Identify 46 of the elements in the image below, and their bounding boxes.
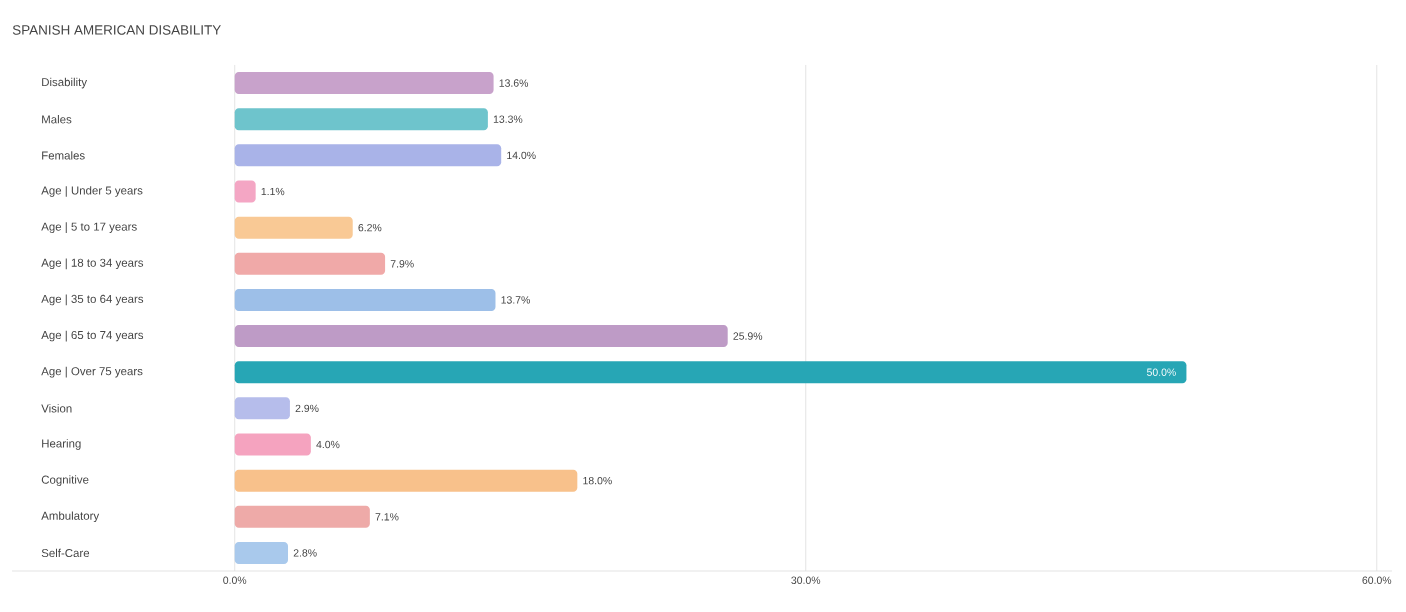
bar [234,505,370,528]
bar [234,72,494,95]
bar [234,469,578,492]
data-label: 7.1% [375,513,399,521]
data-label: 13.7% [501,296,530,304]
data-label: 6.2% [358,223,382,232]
x-tick-label: 0.0% [223,576,247,584]
bar [234,397,290,420]
y-tick-label: Self-Care [41,548,90,558]
data-label: 13.3% [493,115,523,123]
data-label: 7.9% [390,260,414,268]
x-tick-label: 60.0% [1362,576,1392,584]
data-label: 4.0% [316,440,340,449]
bar [234,180,256,203]
y-tick-label: Age | Over 75 years [41,366,143,378]
y-tick-label: Males [42,115,72,124]
y-tick-label: Age | 18 to 34 years [41,258,144,270]
y-tick-label: Cognitive [41,475,89,486]
y-tick-label: Ambulatory [41,511,100,523]
data-label: 13.6% [499,79,529,87]
bar [234,144,502,167]
data-label: 2.9% [295,404,319,413]
x-tick-label: 30.0% [791,576,821,584]
bar [234,252,386,275]
bar [234,541,289,564]
y-tick-label: Age | 5 to 17 years [41,222,137,233]
data-label: 1.1% [261,187,285,196]
y-tick-label: Age | Under 5 years [41,186,143,197]
bar [234,433,311,456]
bar [234,288,496,311]
y-tick-label: Females [42,151,85,160]
y-tick-label: Disability [42,77,88,89]
data-label: 25.9% [733,332,763,340]
y-tick-label: Vision [41,404,72,413]
data-label: 14.0% [507,151,536,160]
bar [234,216,353,239]
data-label: 50.0% [1146,368,1176,376]
data-label: 18.0% [583,476,612,485]
bar [234,108,488,131]
bar [234,325,728,348]
data-label: 2.8% [293,549,317,557]
y-tick-label: Hearing [42,439,81,450]
chart-title: SPANISH AMERICAN DISABILITY [12,25,221,35]
y-tick-label: Age | 65 to 74 years [41,330,144,342]
bar [234,361,1187,384]
y-tick-label: Age | 35 to 64 years [41,294,144,306]
